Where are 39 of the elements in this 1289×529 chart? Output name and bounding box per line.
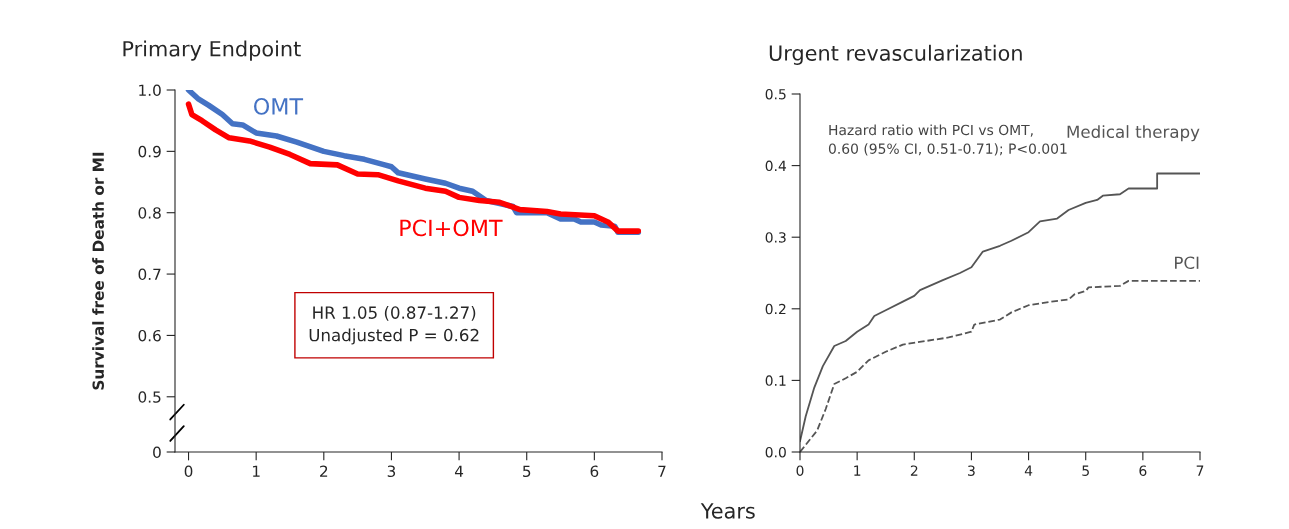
y-tick-label: 1.0 bbox=[139, 84, 161, 97]
annotation: Hazard ratio with PCI vs OMT, 0.60 (95% CI, 0.51-0.71); P<0.001 bbox=[828, 124, 1067, 156]
y-tick-label: 0.9 bbox=[138, 145, 161, 158]
x-tick-label: 3 bbox=[968, 465, 975, 476]
x-tick-label: 0 bbox=[796, 465, 804, 476]
x-tick-label: 4 bbox=[454, 465, 464, 477]
x-tick-label: 6 bbox=[590, 465, 599, 478]
series-label: PCI bbox=[1175, 256, 1199, 270]
x-tick-label: 1 bbox=[252, 465, 260, 477]
x-tick-label: 5 bbox=[523, 465, 531, 478]
y-tick-label: 0.8 bbox=[138, 207, 161, 219]
chart-title: Primary Endpoint bbox=[123, 40, 301, 61]
y-tick-label: 0.4 bbox=[765, 160, 787, 172]
y-tick-label: 0.0 bbox=[765, 446, 786, 458]
x-tick-label: 4 bbox=[1024, 465, 1033, 476]
y-tick-label: 0 bbox=[153, 446, 161, 459]
x-tick-label: 6 bbox=[1139, 465, 1147, 476]
annotation: HR 1.05 (0.87-1.27) Unadjusted P = 0.62 bbox=[309, 306, 479, 345]
x-tick-label: 5 bbox=[1082, 465, 1089, 476]
x-axis-title: Years bbox=[700, 503, 755, 519]
x-tick-label: 7 bbox=[1196, 465, 1204, 476]
x-tick-label: 0 bbox=[184, 465, 193, 478]
y-tick-label: 0.6 bbox=[138, 329, 161, 342]
x-tick-label: 7 bbox=[658, 465, 666, 477]
y-tick-label: 0.3 bbox=[765, 232, 786, 243]
x-tick-label: 2 bbox=[320, 465, 328, 477]
x-tick-label: 3 bbox=[387, 465, 396, 478]
y-tick-label: 0.1 bbox=[765, 375, 786, 386]
x-tick-label: 2 bbox=[910, 465, 918, 476]
y-tick-label: 0.7 bbox=[138, 268, 161, 281]
y-tick-label: 0.5 bbox=[765, 88, 786, 100]
x-tick-label: 1 bbox=[854, 465, 861, 476]
y-axis-title: Survival free of Death or MI bbox=[92, 152, 104, 390]
y-tick-label: 0.2 bbox=[765, 303, 786, 315]
series-label: Medical therapy bbox=[1067, 125, 1200, 142]
chart-title: Urgent revascularization bbox=[769, 44, 1022, 65]
series-label: PCI+OMT bbox=[400, 219, 503, 237]
series-label: OMT bbox=[254, 98, 304, 115]
y-tick-label: 0.5 bbox=[138, 391, 161, 403]
